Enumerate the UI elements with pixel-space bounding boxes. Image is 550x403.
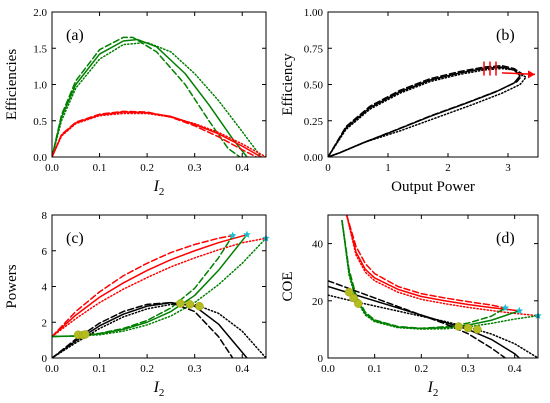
x-tick-label: 0.1 [368, 363, 382, 375]
cyan-star-marker [228, 231, 237, 239]
panel-label: (c) [66, 230, 84, 247]
series-line-solid-0 [52, 233, 248, 338]
red-arrow-head [528, 70, 535, 79]
x-axis-label-main: I [153, 379, 160, 396]
y-tick-label: 0.50 [304, 80, 324, 92]
x-tick-label: 0.3 [188, 162, 202, 174]
yellow-marker [185, 300, 195, 309]
series-line-solid-0 [52, 38, 248, 157]
x-tick-label: 0.1 [93, 162, 107, 174]
x-tick-label: 2 [445, 162, 451, 174]
series-line-dashed-1 [52, 36, 241, 157]
panel-label: (b) [496, 27, 515, 44]
y-axis-label: Powers [4, 264, 20, 308]
cyan-star-marker [515, 306, 524, 315]
yellow-marker [354, 299, 363, 308]
y-tick-label: 0.75 [304, 43, 324, 55]
x-tick-label: 1 [385, 162, 391, 174]
plot-area [328, 215, 538, 358]
x-tick-label: 0.4 [235, 162, 249, 174]
y-tick-label: 0 [318, 353, 324, 365]
x-tick-label: 0.0 [45, 363, 59, 375]
yellow-marker [349, 293, 358, 303]
y-tick-label: 8 [42, 210, 48, 222]
y-tick-label: 4 [42, 282, 48, 294]
series-line-dashed-4 [52, 110, 258, 157]
x-axis-label-main: I [153, 178, 160, 195]
yellow-marker [463, 323, 473, 333]
x-tick-label: 0.2 [140, 363, 154, 375]
x-axis-label: I2 [427, 379, 439, 399]
x-tick-label: 0 [325, 162, 331, 174]
x-tick-label: 0.0 [45, 162, 59, 174]
panel-d: 0.0 0.1 0.2 0.3 0.4 0 20 40 I2 COE (d) [280, 214, 542, 399]
y-tick-label: 6 [42, 246, 48, 258]
x-axis-label: Output Power [391, 179, 475, 195]
y-tick-label: 40 [312, 239, 324, 251]
series-line-dotted-5 [52, 237, 266, 338]
x-axis-label: I2 [153, 379, 165, 399]
y-axis-label: Efficiency [280, 53, 296, 116]
y-axis-label: COE [280, 272, 296, 302]
x-axis-label-subscript: 2 [433, 387, 439, 399]
y-tick-label: 0.0 [33, 152, 47, 164]
x-tick-label: 0.3 [188, 363, 202, 375]
panel-label: (d) [496, 230, 515, 247]
y-tick-label: 20 [312, 296, 324, 308]
yellow-marker [81, 330, 90, 339]
x-tick-label: 0.2 [140, 162, 154, 174]
x-axis-label-subscript: 2 [159, 186, 165, 198]
series-line-dashed-1 [52, 234, 234, 338]
series-line-dotted-5 [52, 112, 266, 157]
y-tick-label: 1.5 [33, 43, 47, 55]
axes-frame [327, 214, 539, 359]
series-line-dotted-8 [328, 294, 538, 358]
plot-area [328, 61, 527, 157]
x-axis-label: I2 [153, 178, 165, 198]
x-tick-label: 0.3 [461, 363, 475, 375]
x-axis-label-main: Output Power [391, 179, 475, 195]
panel-a: 0.0 0.1 0.2 0.3 0.4 0.0 0.5 1.0 1.5 2.0 I2 Efficien… [4, 7, 267, 198]
x-tick-label: 0.4 [235, 363, 249, 375]
y-tick-label: 1.00 [304, 7, 324, 19]
panel-label: (a) [66, 27, 84, 44]
series-line-dashed-4 [52, 234, 234, 338]
y-tick-label: 0 [42, 353, 48, 365]
cyan-star-marker [501, 303, 510, 312]
yellow-marker [195, 301, 204, 311]
x-axis-label-subscript: 2 [159, 387, 165, 399]
y-tick-label: 2.0 [33, 7, 47, 19]
y-tick-label: 0.25 [304, 116, 324, 128]
x-axis-label-main: I [427, 379, 434, 396]
y-tick-label: 0.5 [33, 116, 47, 128]
series-line-dotted-2 [52, 237, 266, 338]
series-line-solid-0 [345, 215, 521, 312]
x-tick-label: 0.2 [414, 363, 428, 375]
series-line-dashed-4 [341, 219, 507, 330]
x-tick-label: 0.0 [321, 363, 335, 375]
plot-area [52, 36, 266, 157]
yellow-marker [176, 299, 185, 308]
series-line-dashed-7 [328, 280, 507, 358]
yellow-marker [344, 287, 354, 297]
plot-area [52, 233, 266, 358]
series-line-dotted-2 [52, 41, 262, 157]
panel-b: 0 1 2 3 0.00 0.25 0.50 0.75 1.00 Output Power Effi… [280, 7, 539, 195]
x-tick-label: 3 [505, 162, 511, 174]
series-line-dashed-1 [328, 64, 524, 157]
x-tick-label: 0.1 [93, 363, 107, 375]
axes-frame [51, 11, 267, 158]
y-tick-label: 0.00 [304, 152, 324, 164]
y-axis-label: Efficiencies [4, 49, 20, 121]
cyan-star-marker [243, 230, 251, 238]
yellow-marker [473, 325, 482, 334]
x-tick-label: 0.4 [508, 363, 522, 375]
y-tick-label: 1.0 [33, 80, 47, 92]
yellow-marker [454, 322, 463, 331]
series-line-dashed-1 [345, 215, 507, 309]
y-tick-label: 2 [42, 317, 48, 329]
